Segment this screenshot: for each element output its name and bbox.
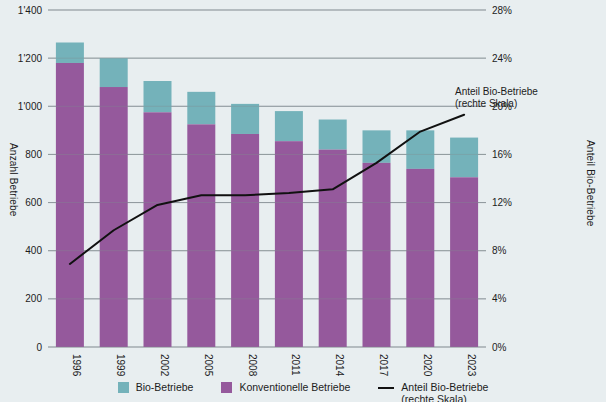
line-annotation-text-2: (rechte Skala): [455, 98, 538, 110]
line-swatch-icon: [378, 387, 394, 389]
right-axis-tick-label: 8%: [492, 245, 507, 256]
x-axis-tick-label: 2023: [466, 354, 477, 377]
legend-label-anteil-line1: Anteil Bio-Betriebe: [401, 381, 488, 393]
x-axis-tick-label: 2020: [422, 354, 433, 377]
x-axis-tick-label: 1996: [71, 354, 82, 377]
right-axis-tick-label: 0%: [492, 342, 507, 353]
legend-label-konventionell: Konventionelle Betriebe: [239, 381, 350, 393]
left-axis-tick-label: 600: [25, 197, 42, 208]
line-annotation-text-1: Anteil Bio-Betriebe: [455, 86, 538, 98]
bar-segment-konventionell: [275, 141, 303, 347]
bar-segment-konventionell: [231, 134, 259, 347]
konventionell-swatch-icon: [221, 382, 232, 393]
legend: Bio-Betriebe Konventionelle Betriebe Ant…: [0, 381, 606, 402]
x-axis-tick-label: 2011: [290, 354, 301, 376]
bar-segment-konventionell: [187, 124, 215, 347]
left-axis-tick-label: 800: [25, 149, 42, 160]
bar-segment-bio: [275, 111, 303, 141]
legend-label-bio: Bio-Betriebe: [136, 381, 194, 393]
bar-segment-bio: [144, 81, 172, 112]
bar-segment-bio: [100, 58, 128, 87]
chart-canvas: 1'40028%1'20024%1'00020%80016%60012%4008…: [0, 0, 606, 402]
bar-segment-bio: [231, 104, 259, 134]
x-axis-tick-label: 2005: [203, 354, 214, 377]
left-axis-title: Anzahl Betriebe: [8, 143, 19, 217]
x-axis-tick-label: 2002: [159, 354, 170, 377]
bar-segment-bio: [319, 120, 347, 150]
bar-segment-bio: [363, 130, 391, 162]
bar-segment-konventionell: [100, 87, 128, 347]
bio-swatch-icon: [118, 382, 129, 393]
x-axis-tick-label: 2008: [247, 354, 258, 377]
left-axis-tick-label: 0: [36, 342, 42, 353]
line-annotation: Anteil Bio-Betriebe (rechte Skala): [455, 86, 538, 110]
left-axis-tick-label: 1'400: [18, 5, 43, 16]
bar-segment-konventionell: [56, 63, 84, 347]
bar-segment-konventionell: [144, 112, 172, 347]
left-axis-tick-label: 200: [25, 293, 42, 304]
right-axis-tick-label: 12%: [492, 197, 512, 208]
right-axis-tick-label: 16%: [492, 149, 512, 160]
x-axis-tick-label: 2017: [378, 354, 389, 377]
x-axis-tick-label: 2014: [334, 354, 345, 377]
bar-segment-bio: [187, 92, 215, 124]
bar-segment-konventionell: [363, 163, 391, 347]
legend-label-anteil: Anteil Bio-Betriebe (rechte Skala): [401, 381, 488, 402]
right-axis-tick-label: 4%: [492, 293, 507, 304]
bar-segment-konventionell: [319, 150, 347, 347]
chart-plot: 1'40028%1'20024%1'00020%80016%60012%4008…: [0, 0, 606, 402]
x-axis-tick-label: 1999: [115, 354, 126, 377]
bar-segment-konventionell: [406, 169, 434, 347]
legend-item-bio: Bio-Betriebe: [118, 381, 194, 393]
left-axis-tick-label: 1'200: [18, 53, 43, 64]
legend-item-anteil: Anteil Bio-Betriebe (rechte Skala): [378, 381, 488, 402]
bar-segment-bio: [406, 130, 434, 169]
right-axis-tick-label: 28%: [492, 5, 512, 16]
bio-share-line: [70, 115, 464, 264]
legend-label-anteil-line2: (rechte Skala): [401, 393, 488, 402]
left-axis-tick-label: 400: [25, 245, 42, 256]
legend-item-konventionell: Konventionelle Betriebe: [221, 381, 350, 393]
right-axis-title: Anteil Bio-Betriebe: [585, 140, 596, 227]
right-axis-tick-label: 24%: [492, 53, 512, 64]
left-axis-tick-label: 1'000: [18, 101, 43, 112]
bar-segment-bio: [56, 42, 84, 62]
bar-segment-bio: [450, 138, 478, 178]
